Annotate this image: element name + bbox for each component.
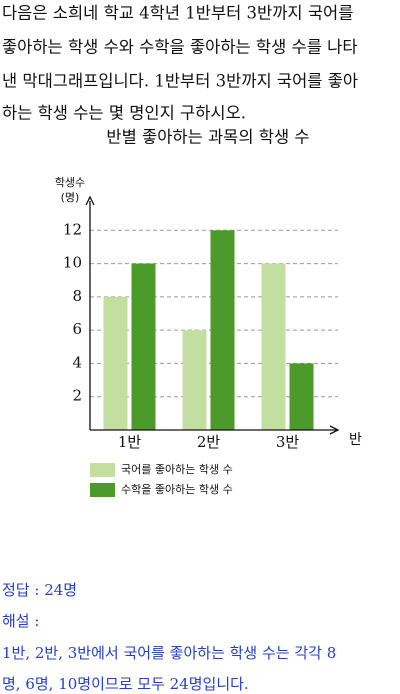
legend-label: 국어를 좋아하는 학생 수 xyxy=(121,462,233,476)
bar xyxy=(261,263,286,430)
y-tick-label: 12 xyxy=(63,220,82,238)
legend-label: 수학을 좋아하는 학생 수 xyxy=(121,482,233,496)
explanation-line: 명, 6명, 10명이므로 모두 24명입니다. xyxy=(2,675,249,693)
explanation-line: 1반, 2반, 3반에서 국어를 좋아하는 학생 수는 각각 8 xyxy=(2,644,336,662)
answer: 정답 : 24명 xyxy=(2,581,77,599)
problem-line: 다음은 소희네 학교 4학년 1반부터 3반까지 국어를 xyxy=(2,4,353,23)
y-tick-label: 6 xyxy=(72,320,82,338)
problem-line: 하는 학생 수는 몇 명인지 구하시오. xyxy=(2,104,246,123)
problem-line: 좋아하는 학생 수와 수학을 좋아하는 학생 수를 나타 xyxy=(2,38,358,57)
y-tick-label: 10 xyxy=(63,254,82,272)
y-axis-label: 학생수 xyxy=(55,176,85,189)
bar xyxy=(289,363,314,430)
y-axis-label: (명) xyxy=(61,191,80,204)
x-tick-label: 3반 xyxy=(276,433,300,451)
x-axis-label: 반 xyxy=(349,432,362,448)
x-axis-arrow xyxy=(329,425,340,435)
y-tick-label: 2 xyxy=(72,387,82,405)
legend-swatch xyxy=(90,463,115,477)
legend-swatch xyxy=(90,483,115,497)
bar xyxy=(131,263,156,430)
bar xyxy=(103,296,128,430)
explanation-label: 해설 : xyxy=(2,612,39,630)
y-axis-arrow xyxy=(85,195,95,206)
chart-title: 반별 좋아하는 과목의 학생 수 xyxy=(106,128,309,147)
x-tick-label: 2반 xyxy=(197,433,221,451)
bar xyxy=(210,230,235,430)
y-tick-label: 4 xyxy=(72,353,82,371)
problem-line: 낸 막대그래프입니다. 1반부터 3반까지 국어를 좋아 xyxy=(2,72,358,91)
x-tick-label: 1반 xyxy=(118,433,142,451)
y-tick-label: 8 xyxy=(72,287,82,305)
bar xyxy=(182,330,207,430)
